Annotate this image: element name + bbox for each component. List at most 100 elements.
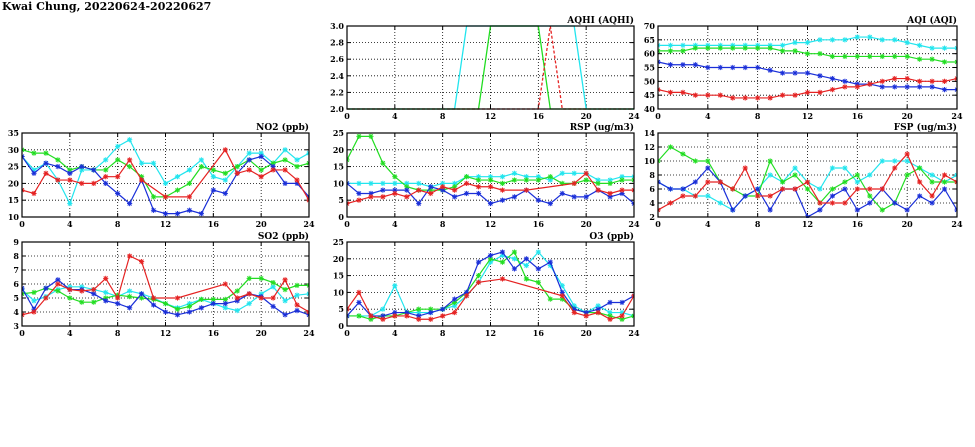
x-tick-label: 16	[533, 219, 545, 229]
chart-title: AQHI (AQHI)	[566, 15, 634, 26]
data-point-green	[631, 177, 634, 183]
data-point-green	[22, 147, 25, 153]
data-point-blue	[892, 200, 898, 206]
data-point-red	[954, 179, 957, 185]
data-point-blue	[475, 259, 482, 265]
data-point-blue	[404, 309, 410, 316]
data-point-red	[730, 186, 736, 192]
data-point-blue	[246, 157, 252, 163]
data-point-green	[941, 179, 948, 185]
data-point-cyan	[452, 303, 458, 309]
data-point-blue	[607, 299, 613, 306]
data-point-green	[282, 287, 288, 293]
data-point-green	[22, 291, 25, 297]
x-tick-label: 16	[852, 111, 864, 121]
data-point-red	[717, 92, 723, 98]
data-point-red	[404, 194, 410, 200]
y-tick-label: 2.0	[330, 104, 344, 114]
y-tick-label: 0	[338, 212, 344, 222]
data-point-blue	[499, 197, 506, 203]
data-point-red	[917, 179, 923, 185]
data-point-cyan	[667, 42, 674, 48]
data-point-cyan	[368, 180, 374, 186]
data-point-cyan	[31, 298, 37, 304]
x-tick-label: 0	[344, 328, 350, 338]
data-point-green	[817, 51, 823, 57]
x-tick-label: 4	[67, 328, 73, 338]
data-point-red	[692, 92, 698, 98]
data-point-cyan	[929, 45, 935, 51]
data-point-cyan	[571, 170, 577, 176]
data-point-red	[595, 187, 601, 193]
data-point-blue	[115, 301, 121, 307]
data-point-blue	[475, 190, 482, 197]
data-point-red	[428, 190, 434, 197]
data-point-red	[904, 75, 910, 82]
data-point-green	[547, 296, 553, 302]
data-point-cyan	[705, 193, 711, 199]
data-point-green	[804, 51, 811, 57]
data-point-red	[717, 179, 723, 185]
data-point-cyan	[607, 309, 613, 316]
x-tick-label: 8	[755, 219, 761, 229]
data-point-red	[779, 92, 786, 98]
series-line-blue	[658, 61, 957, 91]
data-point-blue	[917, 84, 923, 90]
data-point-red	[680, 193, 686, 199]
x-tick-label: 8	[440, 219, 446, 229]
data-point-blue	[842, 186, 848, 192]
data-point-green	[583, 177, 589, 183]
data-point-blue	[705, 64, 711, 71]
data-point-cyan	[904, 40, 910, 46]
data-point-blue	[619, 299, 625, 306]
data-point-red	[667, 89, 674, 95]
series-group	[22, 137, 309, 217]
data-point-red	[692, 193, 698, 199]
y-tick-label: 30	[8, 145, 20, 155]
data-point-red	[294, 302, 300, 308]
x-tick-label: 0	[344, 219, 350, 229]
data-point-green	[222, 296, 228, 302]
data-point-blue	[487, 200, 494, 207]
data-point-cyan	[356, 180, 362, 186]
data-point-green	[705, 158, 711, 164]
data-point-red	[138, 259, 145, 265]
data-point-red	[705, 179, 711, 185]
y-tick-label: 40	[644, 104, 656, 114]
data-point-cyan	[234, 308, 240, 314]
data-point-red	[79, 180, 85, 186]
data-point-red	[127, 157, 133, 163]
data-point-green	[792, 48, 798, 54]
data-point-green	[842, 179, 848, 185]
y-tick-label: 25	[333, 128, 344, 138]
y-tick-label: 2.4	[330, 71, 344, 81]
data-point-green	[186, 303, 193, 309]
data-point-blue	[730, 64, 736, 71]
data-point-cyan	[380, 180, 386, 186]
data-point-red	[941, 172, 948, 178]
data-point-blue	[829, 75, 836, 82]
x-tick-label: 16	[208, 328, 220, 338]
y-tick-label: 50	[644, 76, 656, 86]
data-point-green	[680, 48, 686, 54]
data-point-cyan	[103, 289, 109, 295]
chart-title: RSP (ug/m3)	[570, 122, 634, 133]
data-point-red	[306, 309, 309, 315]
data-point-blue	[79, 164, 85, 170]
data-point-cyan	[404, 180, 410, 186]
data-point-red	[270, 295, 276, 301]
data-point-red	[842, 200, 848, 206]
data-point-blue	[571, 194, 577, 200]
data-point-cyan	[817, 37, 823, 43]
data-point-cyan	[416, 180, 422, 186]
data-point-green	[67, 295, 73, 301]
data-point-red	[43, 170, 49, 176]
data-point-blue	[103, 180, 109, 186]
data-point-blue	[416, 313, 422, 319]
data-point-green	[904, 172, 910, 178]
data-point-red	[829, 200, 836, 206]
data-point-blue	[380, 187, 386, 193]
data-point-red	[730, 95, 736, 101]
data-point-red	[929, 193, 935, 199]
data-point-red	[258, 174, 264, 180]
